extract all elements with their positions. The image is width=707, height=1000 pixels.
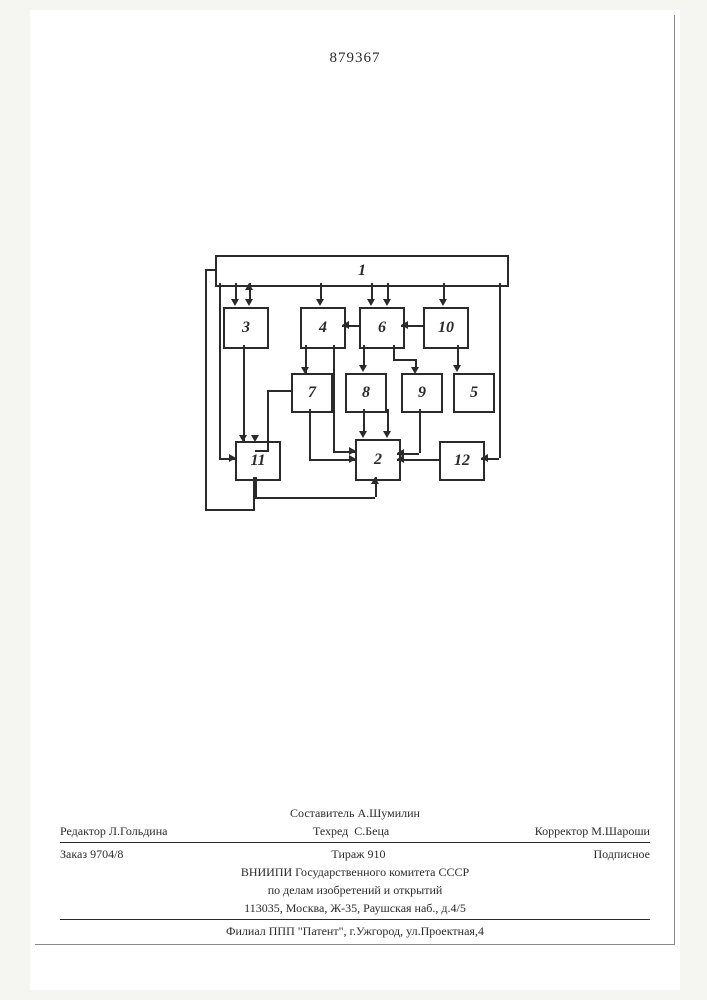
block-8: 8	[345, 373, 387, 413]
edge	[267, 390, 291, 392]
block-5-label: 5	[470, 384, 478, 402]
edge	[205, 269, 207, 509]
edge	[363, 409, 365, 433]
editor-row: Редактор Л.Гольдина Техред С.Беца Коррек…	[60, 822, 650, 840]
block-2: 2	[355, 439, 401, 481]
arrowhead-icon	[245, 283, 253, 290]
block-1: 1	[215, 255, 509, 287]
arrowhead-icon	[359, 365, 367, 372]
arrowhead-icon	[245, 299, 253, 306]
arrowhead-icon	[453, 365, 461, 372]
block-9-label: 9	[418, 384, 426, 402]
order-value: 9704/8	[90, 847, 123, 861]
arrowhead-icon	[239, 435, 247, 442]
edge	[253, 477, 255, 509]
arrowhead-icon	[359, 431, 367, 438]
block-7-label: 7	[308, 384, 316, 402]
edge	[219, 283, 221, 458]
footer-block: Составитель А.Шумилин Редактор Л.Гольдин…	[60, 804, 650, 940]
org-line-1: ВНИИПИ Государственного комитета СССР	[60, 863, 650, 881]
block-6-label: 6	[378, 319, 386, 337]
tirazh-cell: Тираж 910	[331, 845, 385, 863]
block-5: 5	[453, 373, 495, 413]
order-cell: Заказ 9704/8	[60, 845, 123, 863]
block-12: 12	[439, 441, 485, 481]
block-3-label: 3	[242, 319, 250, 337]
compiler-label: Составитель	[290, 806, 354, 820]
corrector-label: Корректор	[535, 824, 589, 838]
edge	[205, 509, 255, 511]
edge	[419, 409, 421, 453]
document-number: 879367	[30, 50, 680, 67]
arrowhead-icon	[367, 299, 375, 306]
arrowhead-icon	[231, 299, 239, 306]
address-line: 113035, Москва, Ж-35, Раушская наб., д.4…	[60, 899, 650, 917]
block-11-label: 11	[250, 452, 265, 470]
arrowhead-icon	[349, 455, 356, 463]
arrowhead-icon	[397, 455, 404, 463]
arrowhead-icon	[251, 435, 259, 442]
edge	[499, 283, 501, 458]
corrector-cell: Корректор М.Шароши	[535, 822, 650, 840]
editor-cell: Редактор Л.Гольдина	[60, 822, 167, 840]
edge	[255, 450, 269, 452]
techred-name: С.Беца	[354, 824, 389, 838]
editor-label: Редактор	[60, 824, 106, 838]
editor-name: Л.Гольдина	[109, 824, 168, 838]
edge	[267, 390, 269, 450]
block-11: 11	[235, 441, 281, 481]
edge	[457, 345, 459, 367]
arrowhead-icon	[401, 321, 408, 329]
block-2-label: 2	[374, 451, 382, 469]
arrowhead-icon	[383, 431, 391, 438]
order-row: Заказ 9704/8 Тираж 910 Подписное	[60, 845, 650, 863]
block-1-label: 1	[358, 262, 366, 280]
arrowhead-icon	[383, 299, 391, 306]
edge	[393, 345, 395, 359]
edge	[255, 477, 257, 497]
arrowhead-icon	[349, 447, 356, 455]
edge	[309, 409, 311, 459]
order-label: Заказ	[60, 847, 87, 861]
edge	[387, 409, 389, 433]
block-4: 4	[300, 307, 346, 349]
arrowhead-icon	[371, 477, 379, 484]
block-10-label: 10	[438, 319, 454, 337]
edge	[393, 359, 415, 361]
edge	[333, 345, 335, 451]
tirazh-label: Тираж	[331, 847, 364, 861]
divider	[60, 842, 650, 843]
subscription: Подписное	[593, 845, 650, 863]
page: 879367 1 3 4 6 10 7 8 9 5 11 2 12	[30, 10, 680, 990]
block-8-label: 8	[362, 384, 370, 402]
block-9: 9	[401, 373, 443, 413]
block-12-label: 12	[454, 452, 470, 470]
techred-label: Техред	[313, 824, 348, 838]
block-diagram: 1 3 4 6 10 7 8 9 5 11 2 12	[205, 255, 515, 555]
edge	[205, 269, 215, 271]
divider	[60, 919, 650, 920]
compiler-line: Составитель А.Шумилин	[60, 804, 650, 822]
arrowhead-icon	[481, 454, 488, 462]
arrowhead-icon	[439, 299, 447, 306]
block-4-label: 4	[319, 319, 327, 337]
org-line-2: по делам изобретений и открытий	[60, 881, 650, 899]
arrowhead-icon	[229, 454, 236, 462]
corrector-name: М.Шароши	[591, 824, 650, 838]
arrowhead-icon	[301, 367, 309, 374]
arrowhead-icon	[411, 367, 419, 374]
tirazh-value: 910	[367, 847, 385, 861]
techred-cell: Техред С.Беца	[313, 822, 389, 840]
arrowhead-icon	[342, 321, 349, 329]
branch-line: Филиал ППП "Патент", г.Ужгород, ул.Проек…	[60, 922, 650, 940]
compiler-name: А.Шумилин	[358, 806, 420, 820]
block-10: 10	[423, 307, 469, 349]
block-7: 7	[291, 373, 333, 413]
edge	[255, 497, 375, 499]
edge	[363, 345, 365, 367]
arrowhead-icon	[316, 299, 324, 306]
block-6: 6	[359, 307, 405, 349]
edge	[243, 345, 245, 441]
block-3: 3	[223, 307, 269, 349]
